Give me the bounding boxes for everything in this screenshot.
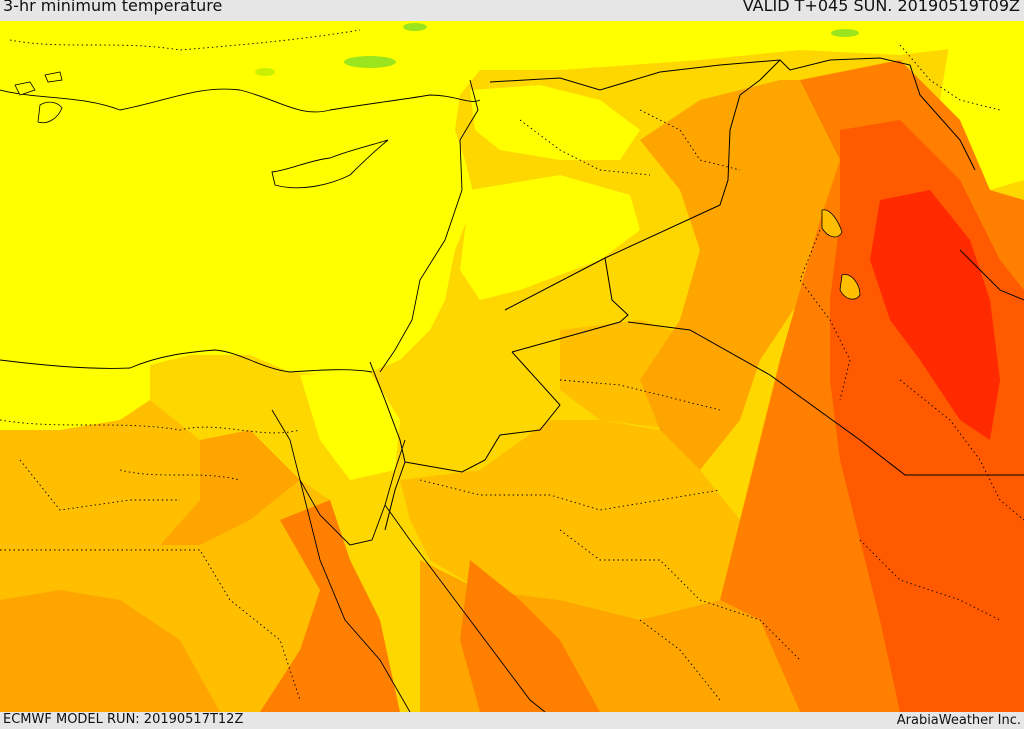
yellow-region-north-syria xyxy=(470,85,640,160)
coastline-sinai xyxy=(271,409,406,546)
border-syria-iraq xyxy=(504,59,781,311)
admin-border-3 xyxy=(19,459,180,511)
orange-region-egypt-mid xyxy=(160,430,300,545)
admin-border-1 xyxy=(0,419,301,434)
admin-border-4 xyxy=(419,479,721,511)
coastline-turkey xyxy=(0,88,481,113)
border-syria-turkey xyxy=(489,57,976,171)
coastline-group xyxy=(0,79,1024,712)
yellow-region-syria xyxy=(460,175,640,300)
admin-border-8 xyxy=(799,229,851,401)
lightorange-region-egypt-west xyxy=(0,400,200,545)
admin-border-14 xyxy=(119,469,241,481)
island-2 xyxy=(14,81,36,96)
admin-border-12 xyxy=(519,119,651,176)
darkorange-region-nile xyxy=(260,500,400,712)
lake-tharthar xyxy=(821,209,843,238)
map-title: 3-hr minimum temperature xyxy=(3,0,223,15)
yellow-region-sinai xyxy=(300,372,400,480)
islands-group xyxy=(14,71,63,124)
admin-border-6 xyxy=(559,379,721,411)
credit-label: ArabiaWeather Inc. xyxy=(896,713,1021,728)
border-jordan-iraq xyxy=(511,257,629,353)
admin-border-13 xyxy=(899,44,1001,111)
yellow-region-egypt xyxy=(0,365,150,430)
temperature-map xyxy=(0,21,1024,712)
border-jordan-saudi xyxy=(404,351,561,473)
temperature-map-svg xyxy=(0,21,1024,712)
green-patch-1 xyxy=(344,56,396,68)
orange-region-iraq-west xyxy=(640,80,860,470)
admin-border-2 xyxy=(0,549,301,701)
valid-time: VALID T+045 SUN. 20190519T09Z xyxy=(742,0,1020,15)
lightorange-region-arabia xyxy=(400,420,740,620)
lake-habbaniyah xyxy=(839,274,861,300)
coastline-redsea-west xyxy=(299,479,411,712)
model-run-label: ECMWF MODEL RUN: 20190517T12Z xyxy=(3,712,244,727)
green-patch-4 xyxy=(255,68,275,76)
admin-border-5 xyxy=(559,529,801,661)
border-egypt-israel xyxy=(369,361,406,531)
darkorange-region-redsea xyxy=(460,560,600,712)
admin-border-15 xyxy=(639,619,721,701)
lakes-group xyxy=(821,209,861,300)
header-bar: 3-hr minimum temperature VALID T+045 SUN… xyxy=(0,0,1024,21)
coastline-levant xyxy=(379,79,479,373)
coastline-egypt xyxy=(0,349,373,373)
green-patch-2 xyxy=(403,23,427,31)
admin-borders-group xyxy=(0,29,1024,701)
green-patch-3 xyxy=(831,29,859,37)
admin-border-11 xyxy=(9,29,361,51)
red-region-core xyxy=(870,190,1000,440)
coastline-cyprus xyxy=(271,139,389,189)
border-saudi-iraq xyxy=(627,321,1024,476)
footer-bar: ECMWF MODEL RUN: 20190517T12Z ArabiaWeat… xyxy=(0,712,1024,729)
coastline-redsea-east xyxy=(384,504,546,712)
orange-region-sudan xyxy=(0,590,220,712)
admin-border-10 xyxy=(859,539,1001,621)
yellow-region-med xyxy=(0,21,1024,385)
island-3 xyxy=(44,71,63,83)
coastline-gulf xyxy=(959,249,1024,301)
border-group xyxy=(369,57,1024,531)
island-1 xyxy=(37,101,63,124)
